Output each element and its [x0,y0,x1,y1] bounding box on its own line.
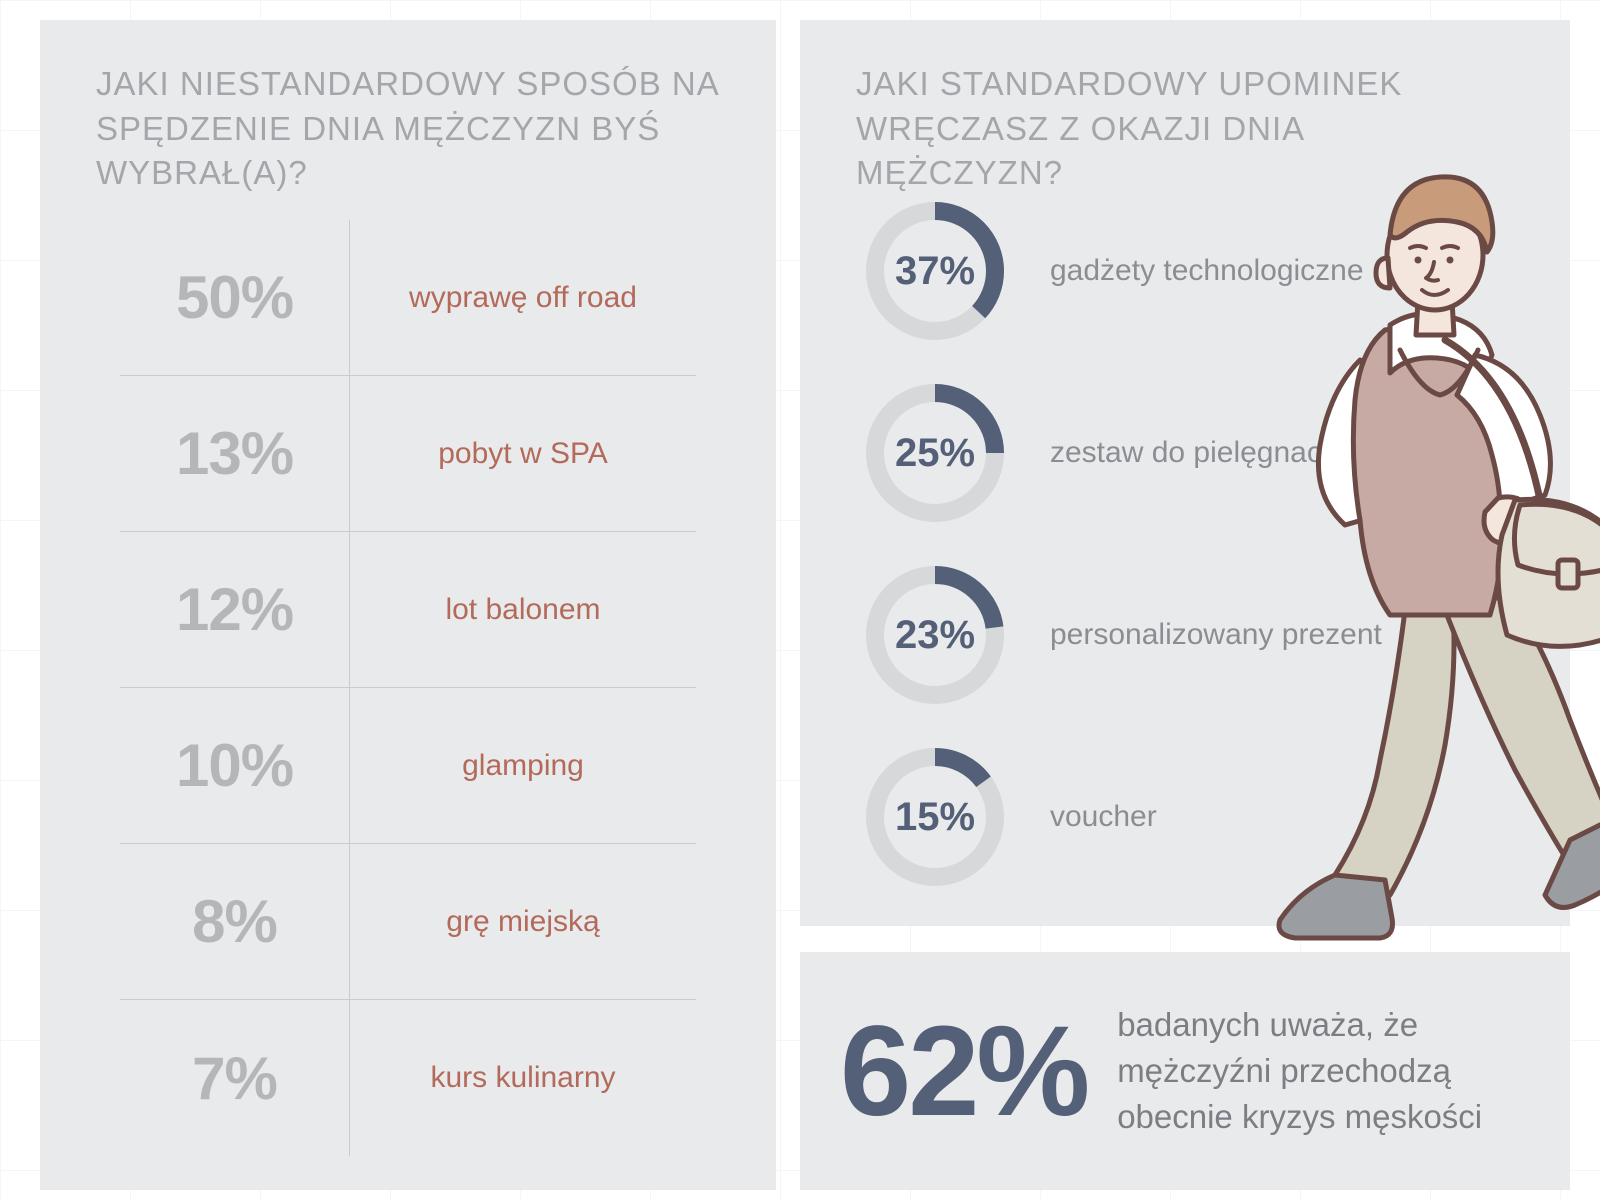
donut-row: 37% gadżety technologiczne [860,180,1382,362]
table-row: 13%pobyt w SPA [120,376,696,532]
table-label: wyprawę off road [350,281,696,315]
donut-row: 15% voucher [860,726,1382,908]
donut-pct: 37% [860,196,1010,346]
big-stat-pct: 62% [820,998,1117,1145]
panel-stat: 62% badanych uważa, że mężczyźni przecho… [800,952,1570,1190]
donut-pct: 15% [860,742,1010,892]
table-label: grę miejską [350,905,696,939]
donut: 25% [860,378,1010,528]
table-label: pobyt w SPA [350,437,696,471]
table-pct: 8% [120,844,350,999]
donut: 23% [860,560,1010,710]
table-row: 10%glamping [120,688,696,844]
table-row: 12%lot balonem [120,532,696,688]
donut-pct: 23% [860,560,1010,710]
table-row: 7%kurs kulinarny [120,1000,696,1156]
donut-list: 37% gadżety technologiczne 25% zestaw do pi… [860,180,1382,908]
donut-label: voucher [1050,800,1157,834]
donut-label: personalizowany prezent [1050,618,1382,652]
heading-right: JAKI STANDARDOWY UPOMINEK WRĘCZASZ Z OKA… [800,20,1570,196]
panel-nonstandard: JAKI NIESTANDARDOWY SPOSÓB NA SPĘDZENIE … [40,20,776,1190]
big-stat-text: badanych uważa, że mężczyźni przechodzą … [1117,1002,1530,1141]
table-pct: 10% [120,688,350,843]
table-pct: 13% [120,376,350,531]
table-label: glamping [350,749,696,783]
table-label: kurs kulinarny [350,1061,696,1095]
table-nonstandard: 50%wyprawę off road13%pobyt w SPA12%lot … [120,220,696,1156]
table-pct: 50% [120,220,350,375]
heading-left: JAKI NIESTANDARDOWY SPOSÓB NA SPĘDZENIE … [40,20,776,196]
donut-row: 23% personalizowany prezent [860,544,1382,726]
donut-label: gadżety technologiczne [1050,254,1364,288]
donut: 15% [860,742,1010,892]
table-label: lot balonem [350,593,696,627]
table-pct: 12% [120,532,350,687]
table-pct: 7% [120,1000,350,1156]
table-row: 50%wyprawę off road [120,220,696,376]
donut-pct: 25% [860,378,1010,528]
donut: 37% [860,196,1010,346]
table-row: 8%grę miejską [120,844,696,1000]
donut-label: zestaw do pielęgnacji [1050,436,1335,470]
donut-row: 25% zestaw do pielęgnacji [860,362,1382,544]
big-stat: 62% badanych uważa, że mężczyźni przecho… [800,952,1570,1190]
panel-standard-gift: JAKI STANDARDOWY UPOMINEK WRĘCZASZ Z OKA… [800,20,1570,926]
